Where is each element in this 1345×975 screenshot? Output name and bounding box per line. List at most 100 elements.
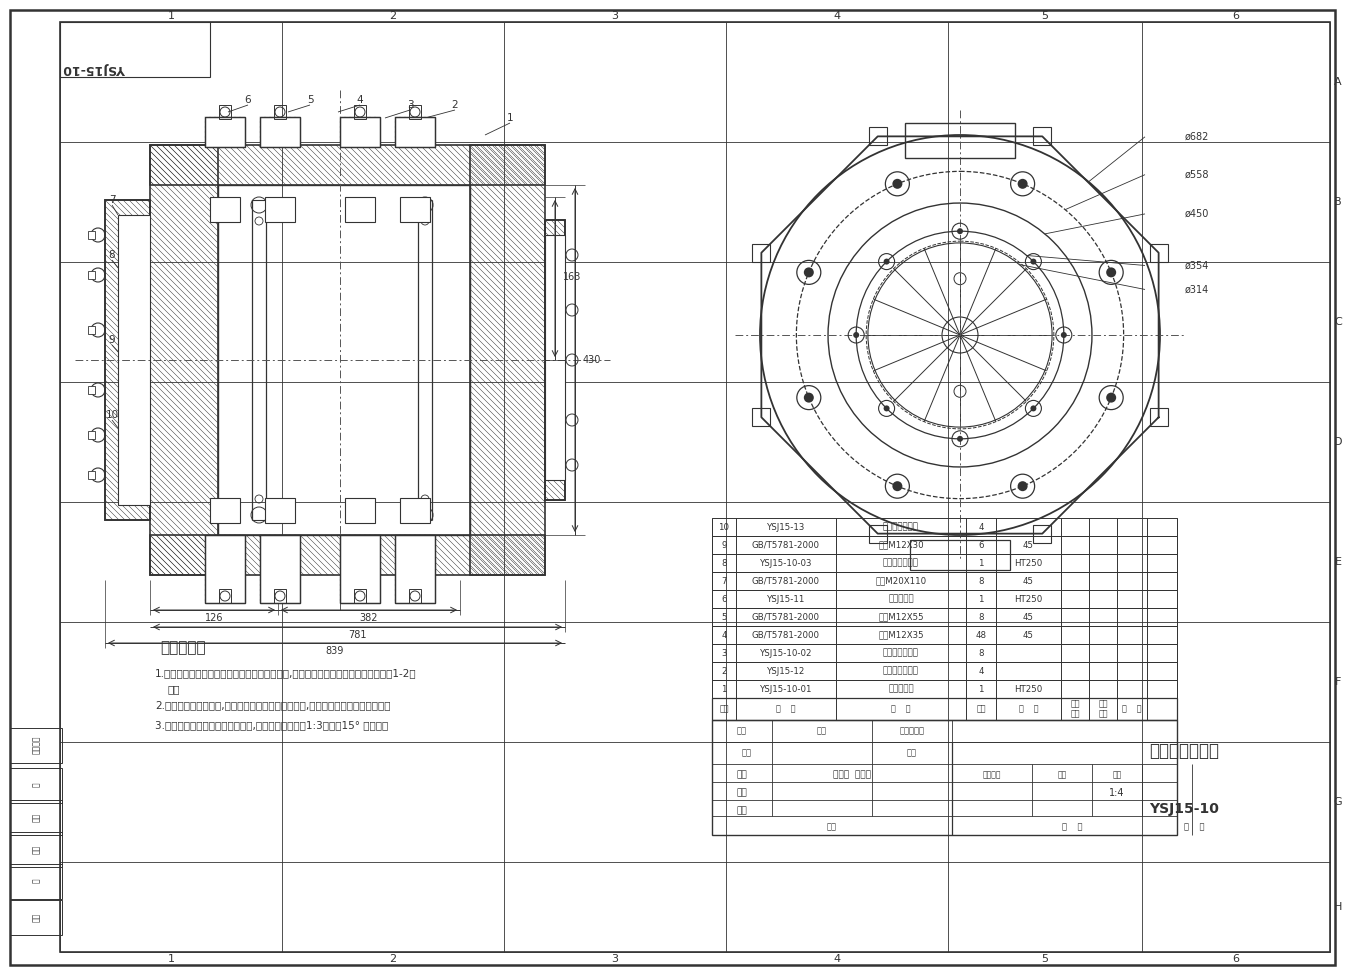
Text: 一级气缸压阀盖: 一级气缸压阀盖 (884, 648, 919, 657)
Text: 1: 1 (507, 113, 514, 123)
Text: 更改记录: 更改记录 (31, 736, 40, 755)
Bar (545, 220, 565, 500)
Bar (204, 117, 245, 147)
Bar (260, 117, 300, 147)
Bar (87, 326, 95, 334)
Bar (218, 185, 469, 535)
Bar (399, 197, 430, 222)
Bar (911, 540, 1010, 570)
Text: 王卿新  标准化: 王卿新 标准化 (833, 770, 872, 779)
Text: 48: 48 (975, 631, 986, 640)
Text: 6: 6 (245, 95, 252, 105)
Text: 2: 2 (452, 100, 459, 110)
Text: 字: 字 (31, 878, 40, 883)
Text: 4: 4 (978, 667, 983, 676)
Text: HT250: HT250 (1014, 684, 1042, 693)
Text: 9: 9 (721, 540, 726, 550)
Text: YSJ15-13: YSJ15-13 (767, 523, 806, 531)
Text: 382: 382 (359, 613, 378, 623)
Text: 45: 45 (1024, 631, 1034, 640)
Text: 2: 2 (390, 11, 397, 21)
Text: 总计
重量: 总计 重量 (1099, 699, 1108, 719)
Bar (712, 536, 1177, 554)
Circle shape (892, 178, 902, 189)
Text: 序号: 序号 (720, 705, 729, 714)
Bar (210, 197, 239, 222)
Text: 1.汽缸工作表面的长度应满足在活塞内外位置时,相应的最外一边活塞环能超出工作面1-2毫: 1.汽缸工作表面的长度应满足在活塞内外位置时,相应的最外一边活塞环能超出工作面1… (155, 668, 417, 678)
Text: 螺格M12X30: 螺格M12X30 (878, 540, 924, 550)
Bar (545, 235, 565, 480)
Bar (265, 197, 295, 222)
Bar (752, 409, 771, 426)
Bar (87, 471, 95, 479)
Text: 名    称: 名 称 (892, 705, 911, 714)
Bar (274, 105, 286, 119)
Text: 1: 1 (978, 595, 983, 604)
Text: 一级气缸进气阄: 一级气缸进气阄 (884, 667, 919, 676)
Text: 日期: 日期 (827, 823, 837, 832)
Text: 6: 6 (1232, 11, 1240, 21)
Bar (265, 498, 295, 523)
Text: 45: 45 (1024, 540, 1034, 550)
Bar (260, 535, 300, 603)
Text: 螺格M20X110: 螺格M20X110 (876, 576, 927, 586)
Bar (151, 145, 545, 185)
Text: 126: 126 (204, 613, 223, 623)
Text: 8: 8 (978, 576, 983, 586)
Text: 计算: 计算 (31, 844, 40, 854)
Circle shape (853, 332, 859, 338)
Text: F: F (1334, 677, 1341, 687)
Text: GB/T5781-2000: GB/T5781-2000 (752, 631, 820, 640)
Text: YSJ15-10: YSJ15-10 (1150, 801, 1220, 815)
Text: HT250: HT250 (1014, 595, 1042, 604)
Text: YSJ15-10-01: YSJ15-10-01 (760, 684, 812, 693)
Text: 米；: 米； (167, 684, 179, 694)
Text: 4: 4 (834, 11, 841, 21)
Bar (712, 680, 1177, 698)
Bar (105, 200, 151, 520)
Text: 1: 1 (168, 11, 175, 21)
Text: 一级气缸小缸盖: 一级气缸小缸盖 (884, 559, 919, 567)
Text: GB/T5781-2000: GB/T5781-2000 (752, 612, 820, 621)
Text: 2: 2 (721, 667, 726, 676)
Bar (395, 535, 434, 603)
Text: 2: 2 (390, 954, 397, 964)
Bar (87, 386, 95, 394)
Bar (118, 215, 151, 505)
Text: 材    料: 材 料 (1018, 705, 1038, 714)
Bar (712, 662, 1177, 680)
Bar (1150, 409, 1167, 426)
Text: 图样标记: 图样标记 (983, 770, 1001, 779)
Text: YSJ15-11: YSJ15-11 (767, 595, 806, 604)
Text: 4: 4 (356, 95, 363, 105)
Text: 45: 45 (1024, 612, 1034, 621)
Text: YSJ15-10: YSJ15-10 (63, 62, 125, 75)
Text: 4: 4 (978, 523, 983, 531)
Text: 更改文件号: 更改文件号 (900, 726, 924, 735)
Circle shape (1106, 393, 1116, 403)
Bar (151, 535, 545, 575)
Text: 5: 5 (1041, 954, 1049, 964)
Text: 校对: 校对 (31, 913, 40, 921)
Text: HT250: HT250 (1014, 559, 1042, 567)
Text: 10: 10 (105, 410, 118, 420)
Circle shape (884, 406, 889, 411)
Bar (118, 215, 151, 505)
Text: 比例: 比例 (1112, 770, 1122, 779)
Bar (712, 720, 1177, 835)
Circle shape (804, 267, 814, 277)
Text: 4: 4 (834, 954, 841, 964)
Bar (151, 145, 218, 575)
Text: D: D (1334, 437, 1342, 447)
Text: GB/T5781-2000: GB/T5781-2000 (752, 576, 820, 586)
Text: ø450: ø450 (1185, 209, 1209, 219)
Bar (1033, 525, 1052, 543)
Circle shape (1061, 332, 1067, 338)
Text: 共    页: 共 页 (1061, 823, 1083, 832)
Text: 标记: 标记 (737, 726, 746, 735)
Text: G: G (1334, 797, 1342, 807)
Text: 10: 10 (718, 523, 729, 531)
Circle shape (958, 228, 963, 234)
Bar (712, 590, 1177, 608)
Text: 45: 45 (1024, 576, 1034, 586)
